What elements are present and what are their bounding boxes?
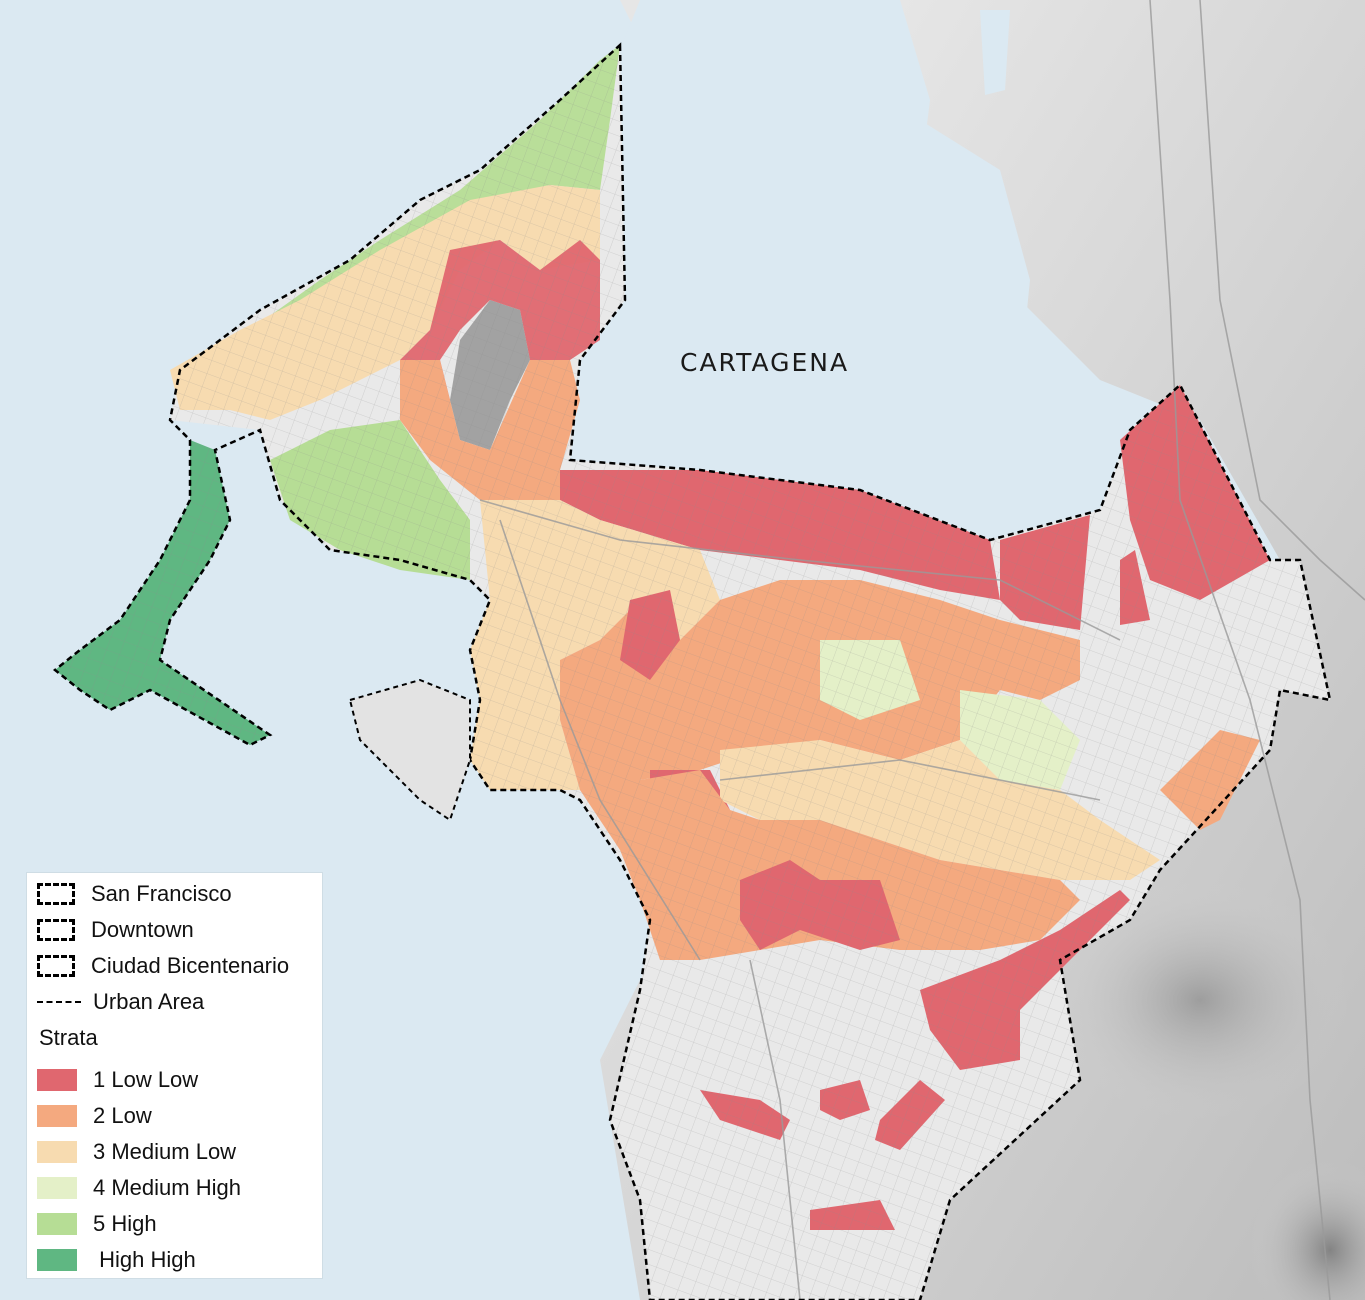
legend-item-urban-area: Urban Area: [37, 987, 204, 1017]
legend-item-ciudad-bicentenario: Ciudad Bicentenario: [37, 951, 289, 981]
hill-shadow-east: [1050, 880, 1350, 1120]
strata-swatch: [37, 1069, 77, 1091]
strata-swatch: [37, 1177, 77, 1199]
legend-item-strata-4: 4 Medium High: [37, 1173, 241, 1203]
strata-swatch: [37, 1141, 77, 1163]
legend-item-strata-6: High High: [37, 1245, 196, 1275]
legend-item-strata-1: 1 Low Low: [37, 1065, 198, 1095]
city-label: CARTAGENA: [680, 348, 850, 377]
legend-label: 5 High: [93, 1211, 157, 1236]
legend-label: Ciudad Bicentenario: [91, 953, 290, 978]
urban-area-boundary: [52, 42, 1332, 1300]
legend-item-downtown: Downtown: [37, 915, 194, 945]
legend-label: 4 Medium High: [93, 1175, 241, 1200]
dashed-line-icon: [37, 1001, 81, 1003]
legend-label: 3 Medium Low: [93, 1139, 237, 1164]
hill-shadow-south: [1250, 1160, 1365, 1300]
map-legend: San Francisco Downtown Ciudad Bicentenar…: [27, 873, 322, 1278]
legend-item-strata-5: 5 High: [37, 1209, 157, 1239]
legend-label: 2 Low: [93, 1103, 152, 1128]
strata-swatch: [37, 1213, 77, 1235]
street-grid-peninsula: [55, 440, 270, 745]
strata-swatch: [37, 1105, 77, 1127]
strata-swatch: [37, 1249, 77, 1271]
dashed-box-icon: [37, 955, 75, 977]
east-lagoon: [980, 10, 1010, 95]
strata-heading: Strata: [39, 1025, 98, 1050]
legend-label: High High: [93, 1247, 196, 1272]
street-grid: [170, 45, 1330, 1300]
legend-label: San Francisco: [91, 881, 232, 906]
dashed-box-icon: [37, 883, 75, 905]
main-roads: [479, 0, 1365, 1300]
legend-label: Downtown: [91, 917, 194, 942]
legend-item-strata-3: 3 Medium Low: [37, 1137, 236, 1167]
legend-label: 1 Low Low: [93, 1067, 199, 1092]
manga-island: [348, 678, 471, 822]
bay: [570, 0, 1030, 480]
dashed-box-icon: [37, 919, 75, 941]
legend-item-strata-2: 2 Low: [37, 1101, 152, 1131]
legend-label: Urban Area: [93, 989, 205, 1014]
legend-item-san-francisco: San Francisco: [37, 879, 232, 909]
